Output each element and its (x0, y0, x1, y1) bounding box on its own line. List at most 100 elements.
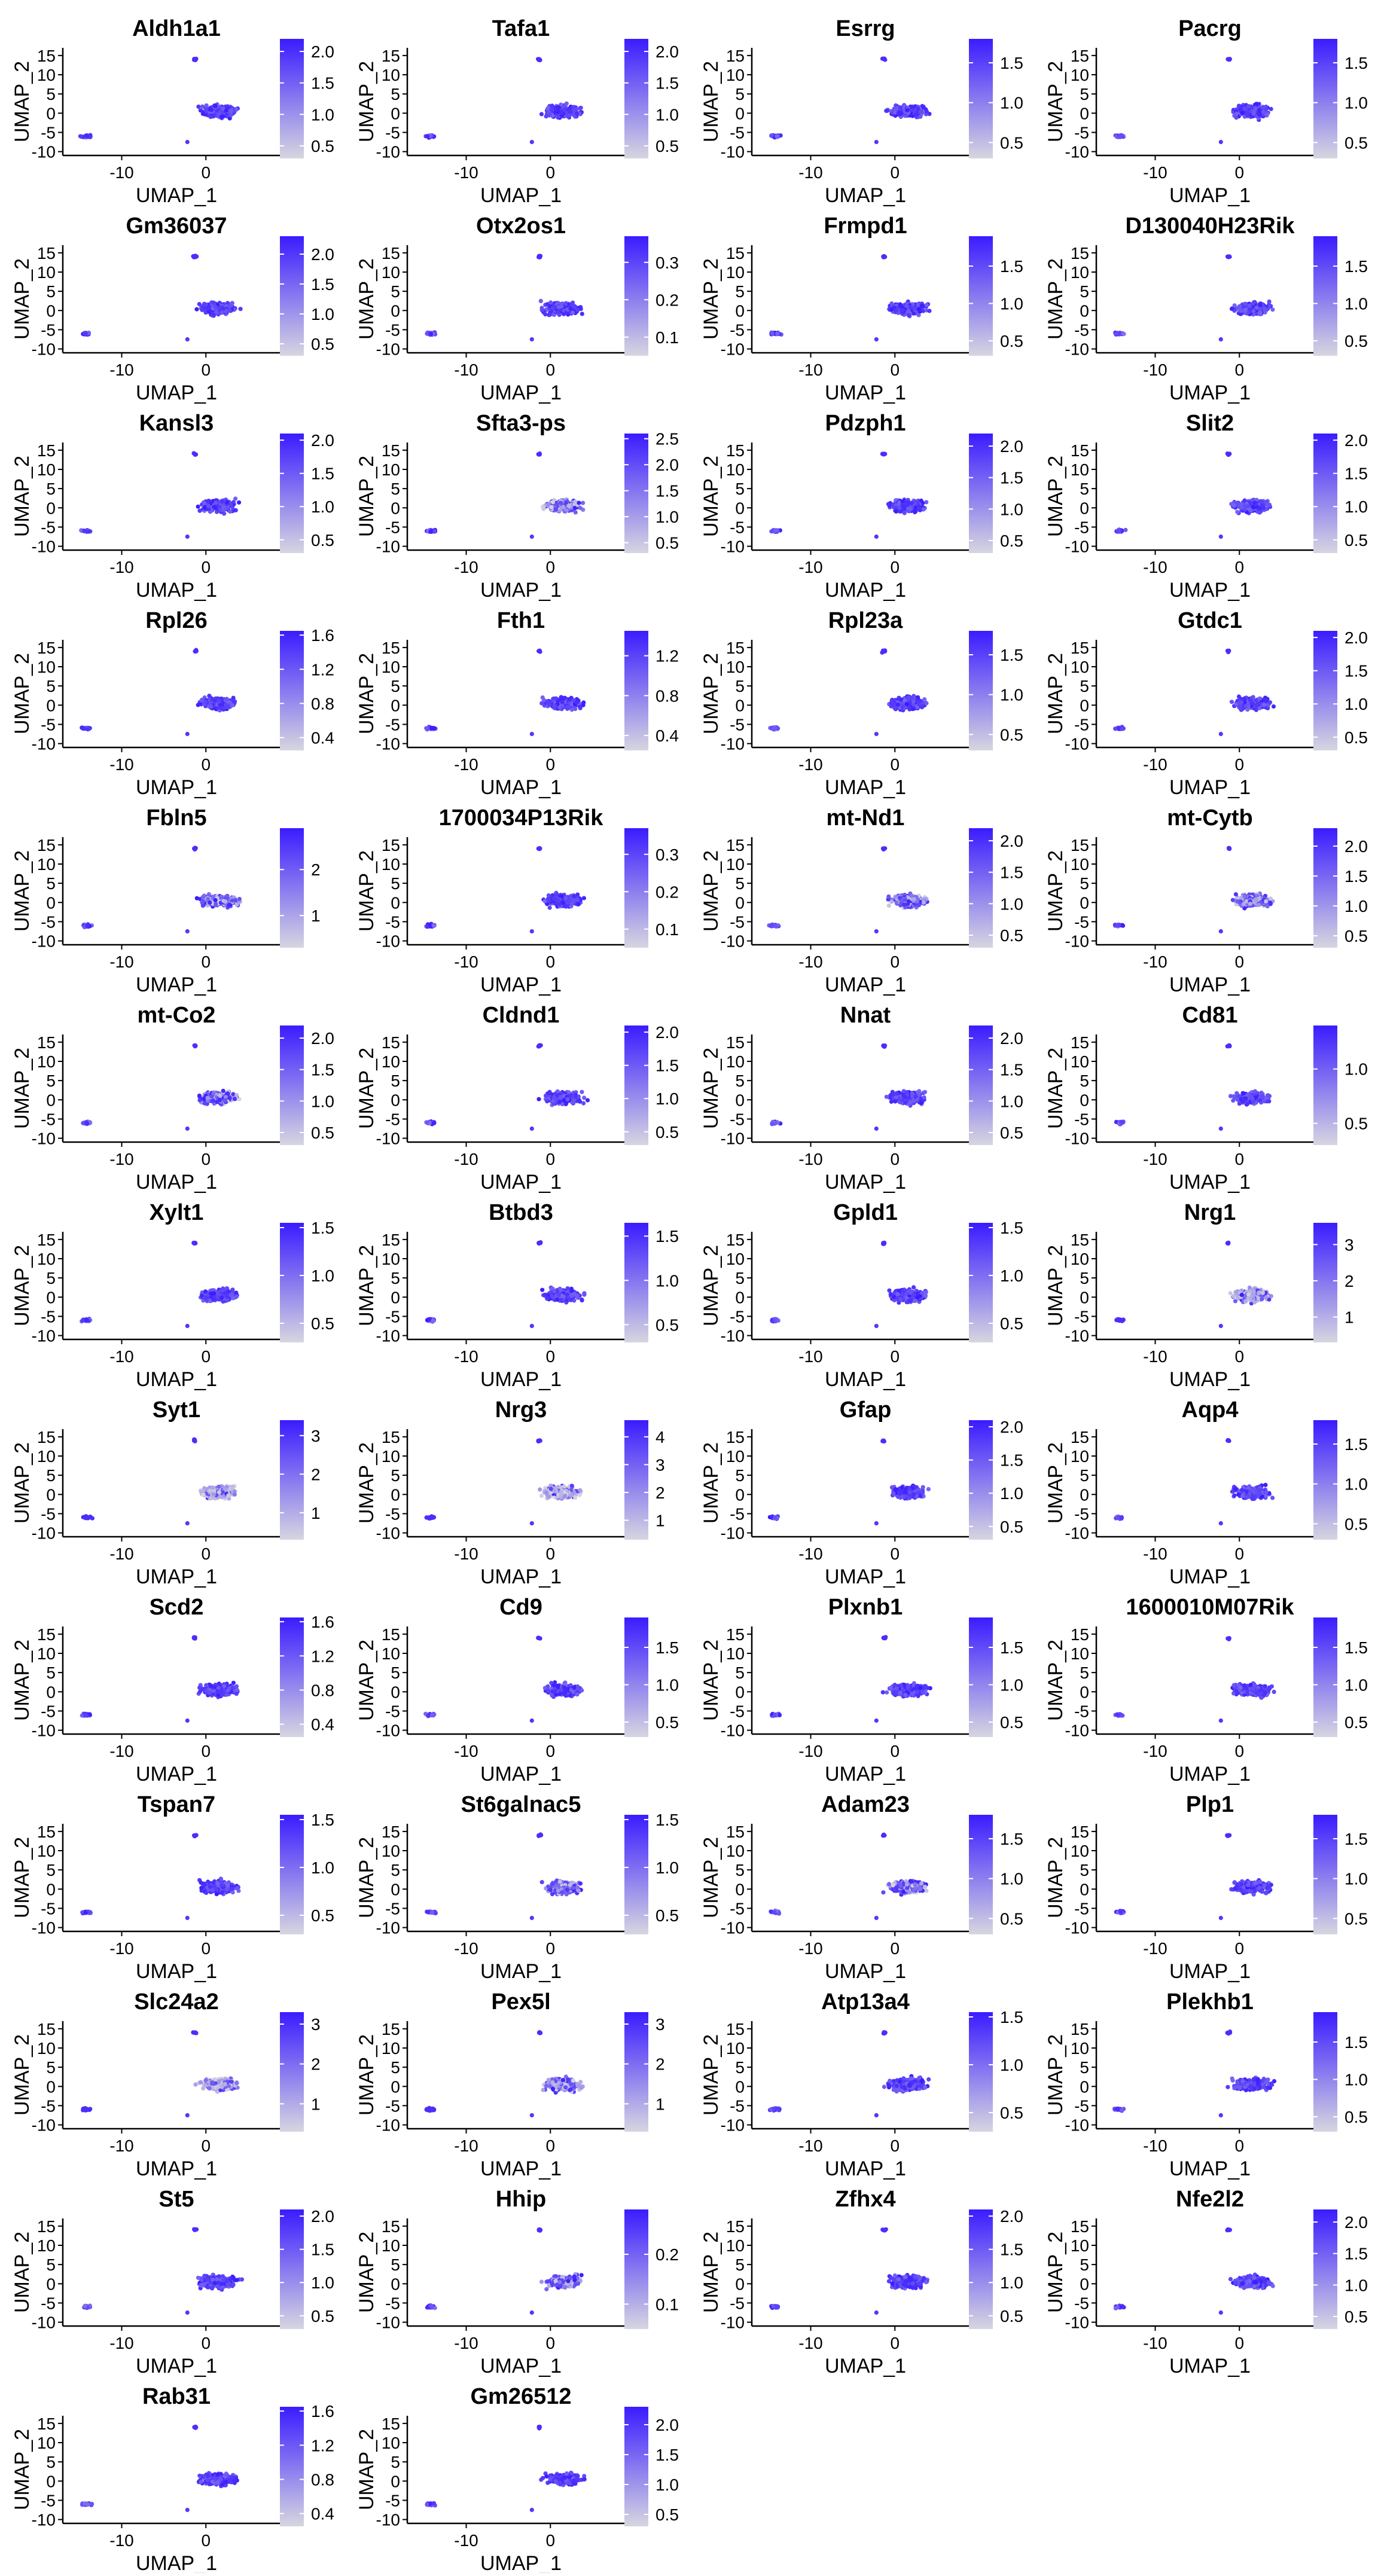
cell-point (203, 306, 207, 310)
cell-point (536, 57, 541, 62)
y-tick-label: 15 (382, 441, 400, 460)
x-tick-label: -10 (454, 361, 478, 379)
color-legend: 0.51.01.52.0 (280, 39, 334, 158)
cell-point (185, 140, 190, 144)
y-tick-label: 0 (735, 696, 745, 715)
cell-point (1252, 111, 1256, 115)
cell-point (228, 509, 232, 514)
panel-title: Fth1 (497, 608, 545, 633)
cell-point (194, 649, 199, 653)
y-tick-label: -10 (376, 735, 400, 753)
y-tick-label: 10 (726, 263, 745, 282)
cell-point (919, 110, 923, 114)
cell-points (1113, 254, 1275, 341)
legend-tick-label: 2.0 (311, 42, 334, 61)
cell-point (922, 697, 926, 701)
legend-tick-label: 0.5 (656, 534, 679, 553)
cell-points (769, 57, 932, 145)
cell-point (1114, 331, 1118, 335)
legend-tick-label: 0.5 (1345, 531, 1368, 550)
y-tick-label: -10 (1065, 538, 1089, 556)
legend-colorbar (1313, 39, 1337, 158)
y-tick-label: -10 (1065, 143, 1089, 161)
cell-point (882, 255, 886, 260)
cell-point (193, 58, 197, 62)
cell-point (237, 500, 241, 505)
cell-point (1230, 307, 1234, 311)
legend-tick-label: 0.5 (311, 531, 334, 550)
cell-point (905, 304, 909, 308)
cell-point (571, 105, 575, 109)
legend-colorbar (624, 236, 648, 356)
legend-tick-label: 0.4 (311, 729, 334, 747)
cell-point (196, 105, 200, 109)
y-tick-label: 5 (391, 282, 400, 301)
cell-point (771, 727, 775, 731)
cell-point (211, 301, 215, 305)
cell-point (537, 452, 541, 456)
cell-point (1219, 140, 1223, 144)
y-tick-label: 10 (726, 658, 745, 676)
cell-point (908, 305, 913, 309)
cell-point (575, 111, 579, 115)
cell-point (538, 649, 542, 654)
legend-tick-label: 1.0 (1345, 295, 1368, 313)
y-tick-label: 10 (37, 66, 56, 84)
y-tick-label: 10 (37, 263, 56, 282)
y-tick-label: 5 (735, 677, 745, 695)
cell-point (194, 307, 199, 312)
y-tick-label: 0 (46, 301, 56, 320)
cell-point (916, 695, 920, 700)
legend-colorbar (969, 434, 993, 553)
y-tick-label: 15 (37, 244, 56, 263)
x-axis-label: UMAP_1 (1169, 381, 1251, 404)
cell-point (925, 303, 929, 307)
cell-point (1268, 304, 1272, 308)
cell-point (1248, 307, 1252, 312)
y-tick-label: 5 (735, 480, 745, 498)
y-tick-label: 10 (1071, 263, 1089, 282)
legend-tick-label: 0.5 (1345, 332, 1368, 350)
y-axis-label: UMAP_2 (11, 258, 33, 340)
panel-title: D130040H23Rik (1125, 213, 1295, 239)
cell-point (901, 502, 906, 506)
cell-point (900, 309, 904, 313)
y-tick-label: -5 (41, 518, 56, 536)
cell-points (424, 649, 586, 737)
cell-point (882, 649, 886, 654)
panel-title: Kansl3 (139, 411, 214, 436)
cell-point (539, 299, 543, 303)
cell-point (894, 107, 898, 111)
y-tick-label: 10 (1071, 66, 1089, 84)
cell-point (212, 113, 216, 117)
cell-point (212, 505, 216, 509)
cell-point (224, 703, 228, 707)
cell-point (225, 506, 229, 510)
legend-colorbar (624, 631, 648, 750)
x-tick-label: -10 (798, 755, 822, 774)
legend-tick-label: 1.0 (1345, 94, 1368, 112)
cell-point (552, 703, 556, 707)
y-tick-label: -10 (32, 340, 56, 359)
cell-point (905, 702, 909, 706)
cell-points (1113, 649, 1276, 737)
legend-tick-label: 0.5 (311, 335, 334, 353)
y-tick-label: 15 (37, 639, 56, 657)
cell-point (1117, 529, 1121, 533)
cell-point (1235, 509, 1239, 514)
cell-point (1118, 135, 1122, 139)
cell-point (881, 57, 885, 61)
legend-tick-label: 0.8 (656, 686, 679, 705)
cell-point (1234, 112, 1239, 116)
legend-tick-label: 2.0 (311, 431, 334, 450)
cell-point (84, 133, 88, 138)
y-tick-label: 5 (391, 85, 400, 103)
x-tick-label: 0 (1234, 558, 1244, 576)
cell-point (568, 109, 572, 114)
x-axis-label: UMAP_1 (136, 381, 217, 404)
